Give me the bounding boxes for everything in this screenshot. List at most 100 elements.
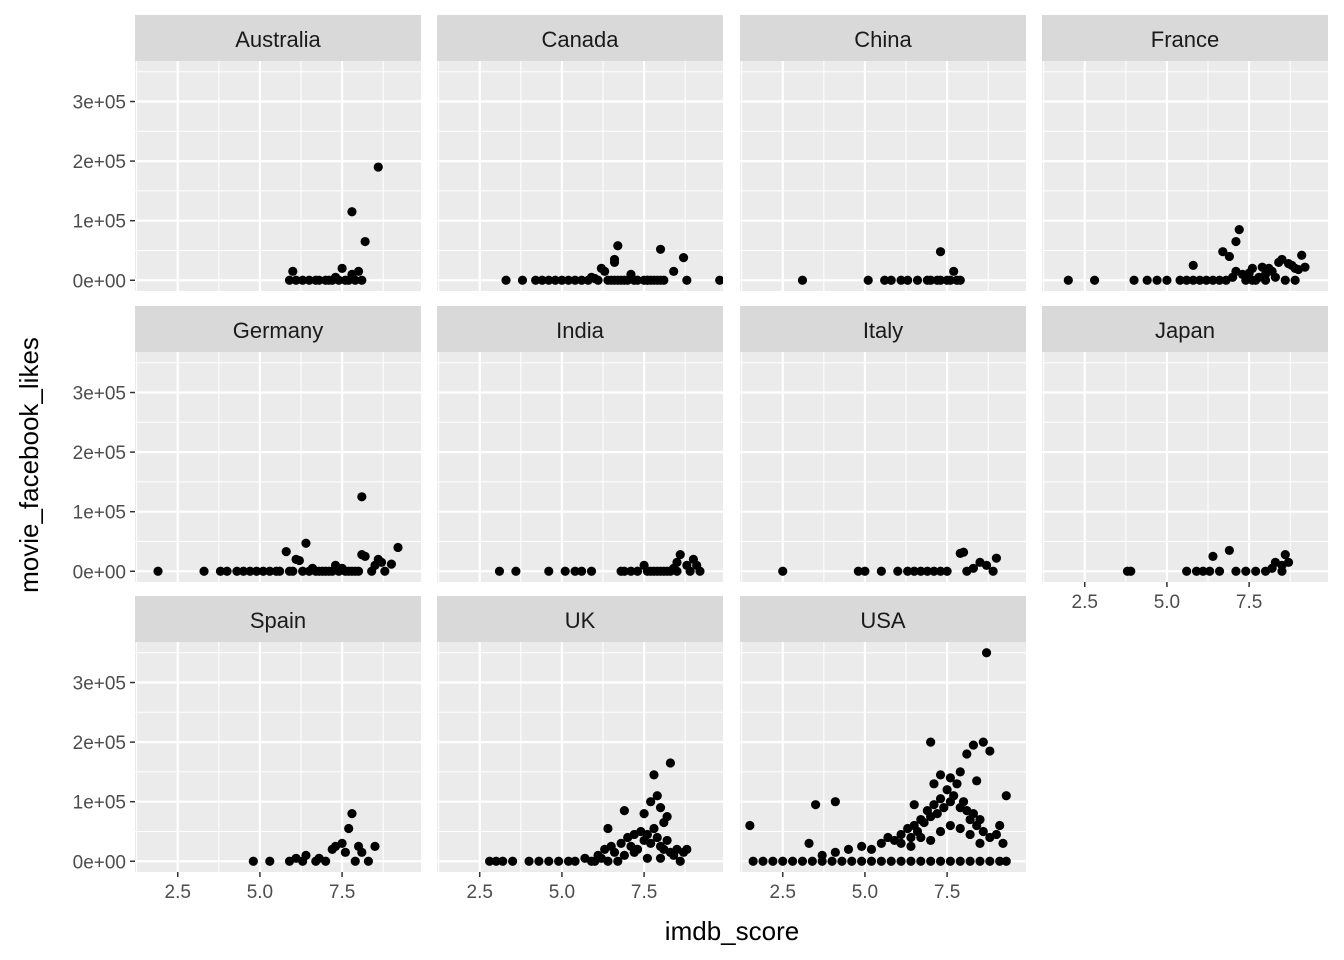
- scatter-point: [968, 740, 979, 750]
- scatter-point: [1283, 557, 1294, 567]
- y-tick-label: 0e+00: [73, 562, 126, 583]
- facet-strip-label: UK: [565, 608, 596, 633]
- scatter-point: [652, 791, 662, 801]
- scatter-point: [284, 275, 295, 285]
- scatter-point: [386, 559, 397, 569]
- scatter-points: [284, 162, 383, 285]
- scatter-point: [942, 566, 952, 576]
- scatter-point: [1198, 566, 1208, 576]
- scatter-point: [866, 856, 877, 866]
- scatter-point: [153, 566, 163, 576]
- scatter-point: [1201, 275, 1211, 285]
- scatter-point: [949, 791, 959, 801]
- x-tick-label: 7.5: [934, 882, 960, 903]
- scatter-point: [563, 856, 574, 866]
- facet-strip-label: Germany: [233, 318, 323, 343]
- scatter-point: [985, 746, 995, 756]
- scatter-point: [906, 832, 916, 843]
- x-tick-label: 2.5: [1072, 592, 1098, 613]
- scatter-point: [968, 563, 979, 573]
- scatter-point: [1063, 275, 1073, 285]
- facet-panels: Australia 0e+00 1e+05 2e+05 3e+05 Canada China…: [73, 15, 1328, 903]
- scatter-point: [811, 800, 821, 810]
- scatter-point: [978, 826, 988, 837]
- scatter-point: [1182, 566, 1192, 576]
- scatter-point: [975, 838, 985, 848]
- plot-panel-background: [437, 642, 723, 872]
- scatter-point: [962, 749, 972, 759]
- scatter-point: [258, 566, 268, 576]
- scatter-point: [632, 275, 643, 285]
- plot-panel-background: [437, 61, 723, 291]
- scatter-point: [508, 856, 518, 866]
- scatter-point: [353, 566, 364, 576]
- scatter-points: [778, 547, 1002, 576]
- scatter-point: [655, 244, 666, 254]
- y-tick-label: 1e+05: [73, 793, 126, 814]
- scatter-point: [298, 566, 308, 576]
- scatter-point: [804, 838, 814, 848]
- scatter-point: [797, 856, 808, 866]
- scatter-point: [909, 800, 919, 810]
- facet-strip-label: Spain: [250, 608, 306, 633]
- facet-strip-label: Canada: [541, 27, 619, 52]
- scatter-point: [1260, 269, 1271, 279]
- y-axis-title: movie_facebook_likes: [14, 337, 44, 593]
- scatter-point: [935, 794, 946, 804]
- scatter-point: [685, 566, 695, 576]
- scatter-point: [939, 803, 949, 813]
- scatter-point: [860, 566, 870, 576]
- scatter-point: [929, 566, 939, 576]
- scatter-point: [517, 275, 528, 285]
- scatter-point: [926, 835, 936, 846]
- facet-strip: [1042, 306, 1328, 352]
- facet-panel-usa: USA 2.5 5.0 7.5: [740, 596, 1026, 903]
- facet-strip: [740, 306, 1026, 352]
- scatter-point: [357, 847, 367, 857]
- scatter-point: [672, 557, 682, 567]
- scatter-point: [619, 806, 629, 816]
- scatter-point: [1191, 566, 1202, 576]
- facet-strip: [437, 15, 723, 61]
- scatter-point: [787, 856, 798, 866]
- x-tick-label: 5.0: [549, 882, 575, 903]
- scatter-point: [935, 566, 946, 576]
- scatter-point: [1297, 250, 1307, 260]
- scatter-point: [334, 275, 344, 285]
- scatter-point: [373, 162, 383, 172]
- scatter-point: [847, 856, 857, 866]
- scatter-point: [991, 553, 1002, 563]
- scatter-point: [642, 829, 652, 840]
- plot-panel-background: [740, 61, 1026, 291]
- scatter-point: [1277, 566, 1287, 576]
- x-tick-label: 2.5: [770, 882, 796, 903]
- plot-panel-background: [1042, 352, 1328, 582]
- scatter-points: [484, 758, 692, 866]
- scatter-point: [837, 856, 847, 866]
- scatter-point: [534, 856, 544, 866]
- scatter-point: [1241, 566, 1251, 576]
- scatter-point: [288, 266, 298, 276]
- scatter-point: [1218, 247, 1228, 257]
- scatter-point: [577, 566, 587, 576]
- scatter-point: [991, 829, 1002, 840]
- scatter-point: [975, 856, 985, 866]
- scatter-point: [675, 856, 685, 866]
- scatter-point: [494, 566, 505, 576]
- scatter-point: [929, 779, 939, 789]
- plot-panel-background: [135, 352, 421, 582]
- scatter-point: [265, 856, 275, 866]
- plot-panel-background: [1042, 61, 1328, 291]
- scatter-point: [511, 566, 521, 576]
- y-tick-label: 3e+05: [73, 384, 126, 405]
- facet-panel-japan: Japan 2.5 5.0 7.5: [1042, 306, 1328, 613]
- scatter-point: [758, 856, 768, 866]
- scatter-point: [626, 566, 636, 576]
- scatter-point: [619, 850, 629, 860]
- scatter-point: [554, 856, 564, 866]
- scatter-point: [995, 856, 1005, 866]
- scatter-point: [344, 823, 354, 834]
- y-tick-label: 3e+05: [73, 93, 126, 114]
- scatter-point: [531, 275, 541, 285]
